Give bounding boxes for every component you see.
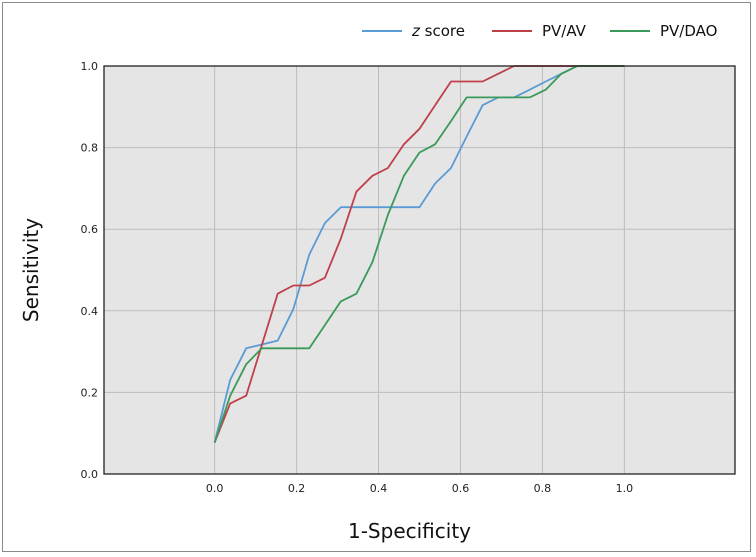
legend: z score PV/AV PV/DAO [362,22,717,40]
plot-border [103,65,736,475]
x-tick-label: 0.8 [534,482,552,495]
legend-label-0: z score [411,22,465,40]
y-tick-label: 0.6 [81,223,99,236]
x-tick-labels: 0.0 0.2 0.4 0.6 0.8 1.0 [206,482,633,495]
x-tick-label: 1.0 [616,482,634,495]
legend-label-rest: score [420,22,465,40]
series-line-0 [213,65,625,443]
x-tick-label: 0.6 [452,482,470,495]
x-tick-label: 0.0 [206,482,224,495]
legend-label-italic: z [411,22,421,40]
y-tick-labels: 0.0 0.2 0.4 0.6 0.8 1.0 [81,60,99,481]
y-axis-title: Sensitivity [19,218,43,322]
legend-label-2: PV/DAO [660,22,717,40]
legend-label-1: PV/AV [542,22,587,40]
x-axis-title: 1-Specificity [348,519,471,543]
y-tick-label: 0.0 [81,468,99,481]
y-tick-label: 1.0 [81,60,99,73]
y-tick-label: 0.2 [81,386,99,399]
x-tick-label: 0.2 [288,482,306,495]
y-tick-label: 0.8 [81,142,99,155]
x-tick-label: 0.4 [370,482,388,495]
y-tick-label: 0.4 [81,305,99,318]
plot-area [104,66,735,474]
series-line-2 [213,65,625,443]
